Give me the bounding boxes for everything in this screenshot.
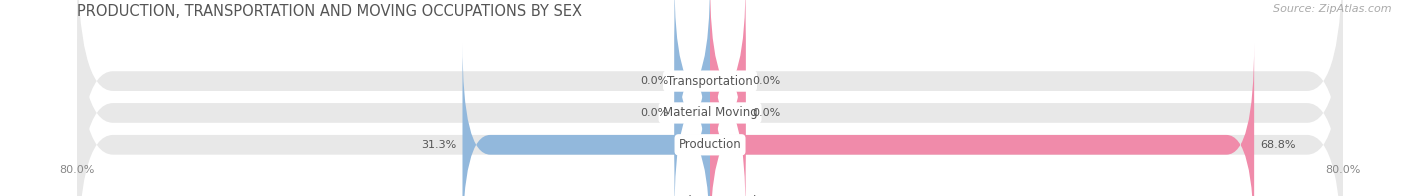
Text: PRODUCTION, TRANSPORTATION AND MOVING OCCUPATIONS BY SEX: PRODUCTION, TRANSPORTATION AND MOVING OC…	[77, 4, 582, 19]
Text: Material Moving: Material Moving	[662, 106, 758, 119]
FancyBboxPatch shape	[77, 11, 1343, 196]
FancyBboxPatch shape	[710, 0, 745, 183]
Text: 0.0%: 0.0%	[640, 108, 668, 118]
FancyBboxPatch shape	[675, 11, 710, 196]
Legend: Male, Female: Male, Female	[655, 195, 765, 196]
Text: Production: Production	[679, 138, 741, 151]
FancyBboxPatch shape	[710, 11, 745, 196]
Text: 0.0%: 0.0%	[640, 76, 668, 86]
FancyBboxPatch shape	[463, 43, 710, 196]
Text: Source: ZipAtlas.com: Source: ZipAtlas.com	[1274, 4, 1392, 14]
Text: 0.0%: 0.0%	[752, 108, 780, 118]
Text: 31.3%: 31.3%	[420, 140, 456, 150]
FancyBboxPatch shape	[675, 0, 710, 183]
Text: 0.0%: 0.0%	[752, 76, 780, 86]
FancyBboxPatch shape	[710, 43, 1254, 196]
FancyBboxPatch shape	[77, 0, 1343, 196]
FancyBboxPatch shape	[77, 0, 1343, 196]
Text: Transportation: Transportation	[668, 75, 752, 88]
Text: 68.8%: 68.8%	[1261, 140, 1296, 150]
